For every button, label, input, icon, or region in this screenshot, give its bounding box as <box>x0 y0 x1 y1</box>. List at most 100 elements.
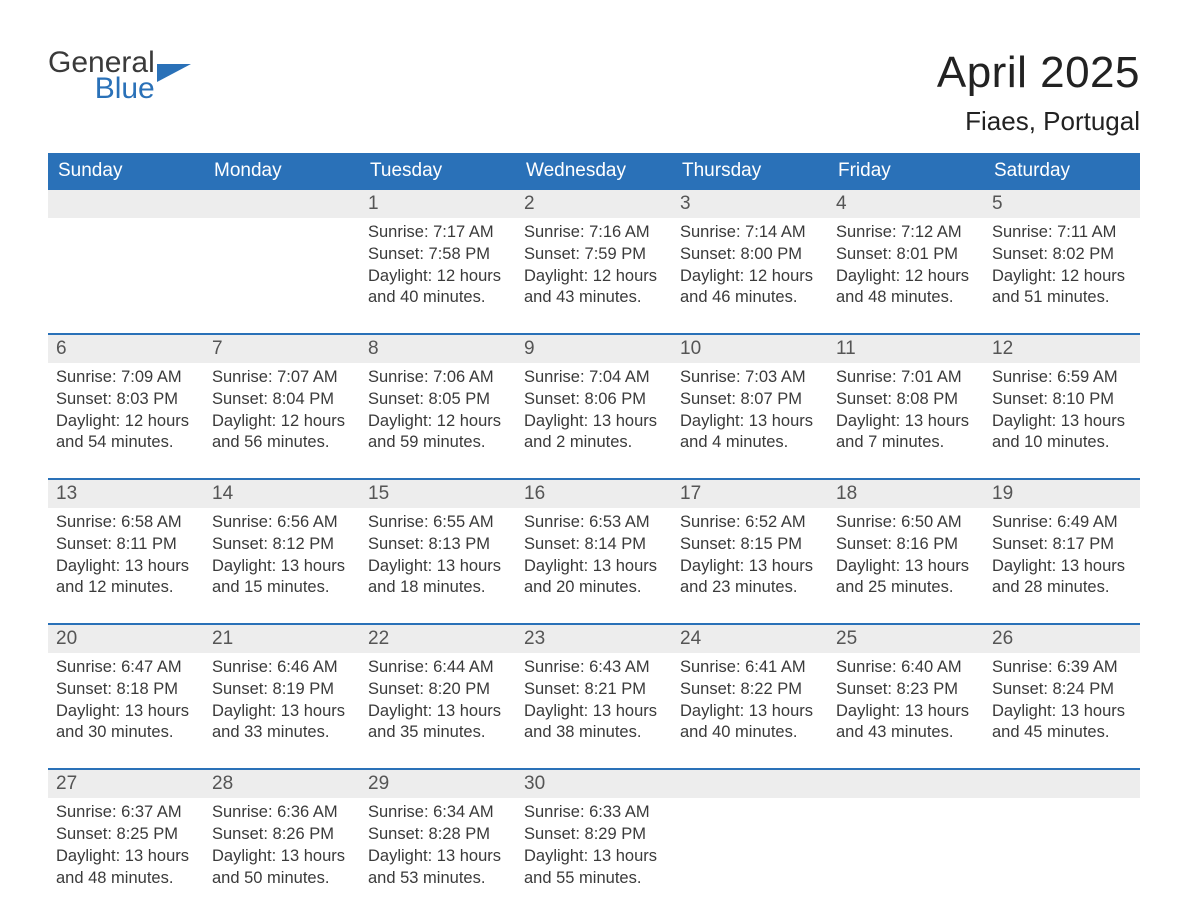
sunset-line: Sunset: 8:02 PM <box>992 244 1132 266</box>
cell-body: Sunrise: 6:58 AMSunset: 8:11 PMDaylight:… <box>48 508 204 599</box>
date-number: 24 <box>672 625 828 653</box>
sunrise-line: Sunrise: 6:33 AM <box>524 802 664 824</box>
calendar-week: 1Sunrise: 7:17 AMSunset: 7:58 PMDaylight… <box>48 190 1140 315</box>
daylight-line: Daylight: 12 hours and 46 minutes. <box>680 266 820 310</box>
sunrise-line: Sunrise: 6:40 AM <box>836 657 976 679</box>
sunrise-line: Sunrise: 7:11 AM <box>992 222 1132 244</box>
calendar-cell <box>48 190 204 315</box>
daylight-line: Daylight: 13 hours and 4 minutes. <box>680 411 820 455</box>
sunrise-line: Sunrise: 6:34 AM <box>368 802 508 824</box>
cell-body: Sunrise: 6:47 AMSunset: 8:18 PMDaylight:… <box>48 653 204 744</box>
date-number: 13 <box>48 480 204 508</box>
sunset-line: Sunset: 8:23 PM <box>836 679 976 701</box>
sunrise-line: Sunrise: 6:44 AM <box>368 657 508 679</box>
cell-body <box>48 218 204 222</box>
weekday-header-row: SundayMondayTuesdayWednesdayThursdayFrid… <box>48 153 1140 190</box>
sunrise-line: Sunrise: 6:52 AM <box>680 512 820 534</box>
sunset-line: Sunset: 8:04 PM <box>212 389 352 411</box>
daylight-line: Daylight: 12 hours and 59 minutes. <box>368 411 508 455</box>
sunset-line: Sunset: 8:12 PM <box>212 534 352 556</box>
sunset-line: Sunset: 7:59 PM <box>524 244 664 266</box>
calendar-cell: 21Sunrise: 6:46 AMSunset: 8:19 PMDayligh… <box>204 625 360 750</box>
cell-body: Sunrise: 7:01 AMSunset: 8:08 PMDaylight:… <box>828 363 984 454</box>
daylight-line: Daylight: 13 hours and 33 minutes. <box>212 701 352 745</box>
daylight-line: Daylight: 13 hours and 2 minutes. <box>524 411 664 455</box>
calendar-cell: 2Sunrise: 7:16 AMSunset: 7:59 PMDaylight… <box>516 190 672 315</box>
calendar-cell: 19Sunrise: 6:49 AMSunset: 8:17 PMDayligh… <box>984 480 1140 605</box>
sunset-line: Sunset: 8:19 PM <box>212 679 352 701</box>
calendar-cell: 29Sunrise: 6:34 AMSunset: 8:28 PMDayligh… <box>360 770 516 895</box>
calendar-cell: 14Sunrise: 6:56 AMSunset: 8:12 PMDayligh… <box>204 480 360 605</box>
daylight-line: Daylight: 13 hours and 10 minutes. <box>992 411 1132 455</box>
calendar-cell <box>672 770 828 895</box>
date-number <box>984 770 1140 798</box>
title-block: April 2025 Fiaes, Portugal <box>937 48 1140 137</box>
sunrise-line: Sunrise: 6:47 AM <box>56 657 196 679</box>
daylight-line: Daylight: 13 hours and 35 minutes. <box>368 701 508 745</box>
month-title: April 2025 <box>937 48 1140 98</box>
weekday-header: Thursday <box>672 153 828 190</box>
cell-body <box>204 218 360 222</box>
calendar-week: 6Sunrise: 7:09 AMSunset: 8:03 PMDaylight… <box>48 333 1140 460</box>
calendar-cell: 22Sunrise: 6:44 AMSunset: 8:20 PMDayligh… <box>360 625 516 750</box>
sunset-line: Sunset: 8:07 PM <box>680 389 820 411</box>
calendar-cell: 26Sunrise: 6:39 AMSunset: 8:24 PMDayligh… <box>984 625 1140 750</box>
date-number: 29 <box>360 770 516 798</box>
sunrise-line: Sunrise: 6:39 AM <box>992 657 1132 679</box>
sunrise-line: Sunrise: 7:04 AM <box>524 367 664 389</box>
calendar-cell: 30Sunrise: 6:33 AMSunset: 8:29 PMDayligh… <box>516 770 672 895</box>
date-number: 2 <box>516 190 672 218</box>
date-number: 18 <box>828 480 984 508</box>
daylight-line: Daylight: 13 hours and 25 minutes. <box>836 556 976 600</box>
daylight-line: Daylight: 13 hours and 55 minutes. <box>524 846 664 890</box>
flag-icon <box>157 64 191 90</box>
sunset-line: Sunset: 8:29 PM <box>524 824 664 846</box>
calendar-cell: 16Sunrise: 6:53 AMSunset: 8:14 PMDayligh… <box>516 480 672 605</box>
cell-body: Sunrise: 7:09 AMSunset: 8:03 PMDaylight:… <box>48 363 204 454</box>
sunrise-line: Sunrise: 6:58 AM <box>56 512 196 534</box>
calendar-cell: 27Sunrise: 6:37 AMSunset: 8:25 PMDayligh… <box>48 770 204 895</box>
daylight-line: Daylight: 12 hours and 40 minutes. <box>368 266 508 310</box>
date-number: 17 <box>672 480 828 508</box>
sunset-line: Sunset: 8:16 PM <box>836 534 976 556</box>
cell-body: Sunrise: 6:55 AMSunset: 8:13 PMDaylight:… <box>360 508 516 599</box>
location: Fiaes, Portugal <box>937 106 1140 137</box>
header: General Blue April 2025 Fiaes, Portugal <box>48 48 1140 137</box>
cell-body: Sunrise: 6:59 AMSunset: 8:10 PMDaylight:… <box>984 363 1140 454</box>
daylight-line: Daylight: 13 hours and 45 minutes. <box>992 701 1132 745</box>
calendar-cell: 24Sunrise: 6:41 AMSunset: 8:22 PMDayligh… <box>672 625 828 750</box>
calendar-cell: 3Sunrise: 7:14 AMSunset: 8:00 PMDaylight… <box>672 190 828 315</box>
cell-body: Sunrise: 7:11 AMSunset: 8:02 PMDaylight:… <box>984 218 1140 309</box>
date-number: 20 <box>48 625 204 653</box>
date-number: 6 <box>48 335 204 363</box>
sunrise-line: Sunrise: 7:06 AM <box>368 367 508 389</box>
sunrise-line: Sunrise: 6:53 AM <box>524 512 664 534</box>
cell-body: Sunrise: 7:14 AMSunset: 8:00 PMDaylight:… <box>672 218 828 309</box>
daylight-line: Daylight: 13 hours and 20 minutes. <box>524 556 664 600</box>
cell-body: Sunrise: 6:41 AMSunset: 8:22 PMDaylight:… <box>672 653 828 744</box>
calendar-cell: 25Sunrise: 6:40 AMSunset: 8:23 PMDayligh… <box>828 625 984 750</box>
cell-body: Sunrise: 6:52 AMSunset: 8:15 PMDaylight:… <box>672 508 828 599</box>
cell-body: Sunrise: 7:07 AMSunset: 8:04 PMDaylight:… <box>204 363 360 454</box>
cell-body: Sunrise: 6:37 AMSunset: 8:25 PMDaylight:… <box>48 798 204 889</box>
logo: General Blue <box>48 48 191 104</box>
cell-body: Sunrise: 6:46 AMSunset: 8:19 PMDaylight:… <box>204 653 360 744</box>
calendar: SundayMondayTuesdayWednesdayThursdayFrid… <box>48 153 1140 895</box>
sunset-line: Sunset: 8:11 PM <box>56 534 196 556</box>
cell-body: Sunrise: 7:17 AMSunset: 7:58 PMDaylight:… <box>360 218 516 309</box>
sunset-line: Sunset: 8:13 PM <box>368 534 508 556</box>
calendar-cell: 1Sunrise: 7:17 AMSunset: 7:58 PMDaylight… <box>360 190 516 315</box>
date-number <box>828 770 984 798</box>
sunset-line: Sunset: 8:22 PM <box>680 679 820 701</box>
sunset-line: Sunset: 8:10 PM <box>992 389 1132 411</box>
cell-body: Sunrise: 6:33 AMSunset: 8:29 PMDaylight:… <box>516 798 672 889</box>
calendar-cell <box>984 770 1140 895</box>
date-number <box>48 190 204 218</box>
sunrise-line: Sunrise: 7:07 AM <box>212 367 352 389</box>
weekday-header: Wednesday <box>516 153 672 190</box>
cell-body: Sunrise: 6:36 AMSunset: 8:26 PMDaylight:… <box>204 798 360 889</box>
sunset-line: Sunset: 8:28 PM <box>368 824 508 846</box>
calendar-cell: 6Sunrise: 7:09 AMSunset: 8:03 PMDaylight… <box>48 335 204 460</box>
date-number: 1 <box>360 190 516 218</box>
calendar-week: 20Sunrise: 6:47 AMSunset: 8:18 PMDayligh… <box>48 623 1140 750</box>
